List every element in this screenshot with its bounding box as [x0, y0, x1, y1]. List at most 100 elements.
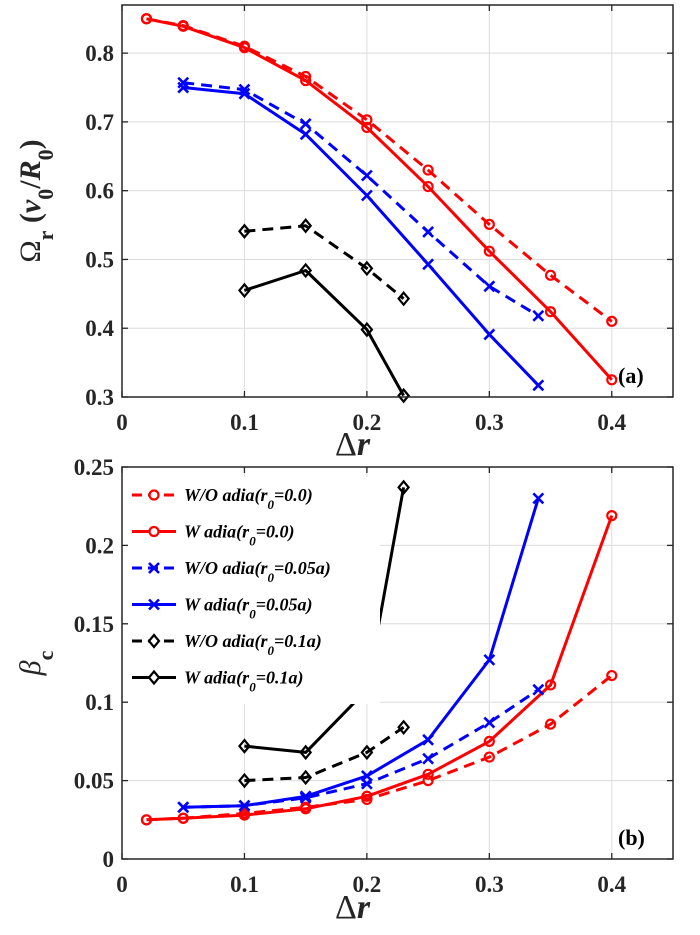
data-point [360, 769, 373, 782]
panel-label: (b) [618, 825, 645, 850]
series-5 [238, 262, 411, 404]
data-point [422, 752, 435, 765]
data-point [360, 189, 373, 202]
data-point [483, 751, 495, 763]
x-tick-label: 0.3 [475, 410, 504, 435]
data-point [544, 718, 557, 730]
data-point [544, 269, 557, 281]
legend-box [128, 477, 380, 704]
series-3 [177, 492, 545, 814]
data-point [606, 510, 618, 522]
legend-label: W/O adia(r0=0.05a) [184, 558, 331, 585]
legend-marker [148, 562, 160, 574]
data-point [422, 768, 434, 780]
y-axis-label: Ωr (v0/R0) [14, 139, 58, 262]
data-point [532, 492, 545, 505]
y-tick-label: 0.2 [85, 533, 114, 558]
x-tick-label: 0.2 [353, 872, 382, 897]
data-point [606, 315, 618, 327]
series-line [146, 515, 614, 822]
series-1 [140, 510, 618, 826]
data-point [483, 245, 495, 257]
data-point [422, 226, 435, 238]
legend-marker [147, 669, 161, 686]
data-point [177, 801, 190, 814]
data-point [422, 164, 434, 176]
data-point [397, 290, 411, 307]
data-point [606, 669, 618, 682]
data-point [299, 790, 312, 803]
axes-frame [121, 4, 674, 398]
legend-label: W adia(r0=0.05a) [184, 595, 312, 622]
data-point [177, 81, 190, 94]
y-tick-label: 0.5 [85, 247, 114, 272]
y-tick-label: 0.7 [85, 110, 114, 135]
x-tick-label: 0.4 [597, 410, 626, 435]
x-tick-label: 0.1 [230, 872, 259, 897]
plot-area [122, 5, 673, 397]
y-tick-label: 0.05 [74, 769, 114, 794]
x-tick-label: 0.2 [353, 410, 382, 435]
data-point [606, 374, 618, 386]
data-point [140, 814, 153, 826]
data-point [483, 653, 496, 666]
legend-label: W/O adia(r0=0.0) [184, 485, 313, 512]
series-4 [238, 719, 411, 789]
data-point [360, 321, 374, 338]
data-point [483, 328, 496, 341]
legend-entry: W adia(r0=0.0) [132, 522, 294, 548]
data-point [483, 280, 496, 293]
data-point [177, 76, 190, 89]
data-point [238, 42, 251, 54]
legend-marker [148, 598, 160, 611]
data-point [483, 716, 496, 729]
series-line [244, 224, 405, 300]
data-point [360, 260, 374, 277]
x-tick-label: 0.4 [597, 872, 626, 897]
data-point [177, 20, 189, 32]
series-line [146, 17, 613, 381]
legend-entry: W/O adia(r0=0.1a) [132, 631, 322, 658]
y-tick-label: 0.15 [74, 612, 114, 637]
legend-marker [148, 525, 160, 538]
data-point [483, 218, 495, 230]
x-tick-label: 0 [116, 872, 128, 897]
data-point [299, 218, 313, 234]
data-point [140, 13, 153, 25]
x-tick-label: 0 [116, 410, 128, 435]
panel-b-plot: 0 0.1 0.2 0.3 0.4 0 0.05 0.1 0.15 0.2 0.25 Δr βc (b) W… [14, 455, 674, 926]
data-point [532, 379, 545, 392]
data-point [397, 387, 411, 404]
data-point [360, 744, 374, 761]
x-tick-label: 0.3 [475, 872, 504, 897]
data-point [397, 479, 411, 496]
data-point [238, 223, 251, 239]
data-point [299, 128, 312, 141]
series-1 [140, 13, 618, 386]
y-tick-label: 0.3 [85, 385, 114, 410]
data-point [361, 790, 373, 802]
data-point [397, 719, 411, 736]
panel-a-plot: 0 0.1 0.2 0.3 0.4 0.3 0.4 0.5 0.6 0.7 0.8 Δr Ωr (v0/… [14, 4, 674, 463]
x-tick-label: 0.1 [230, 410, 259, 435]
axes-frame [121, 466, 674, 860]
legend-label: W/O adia(r0=0.1a) [184, 631, 322, 658]
data-point [422, 733, 435, 746]
y-tick-label: 0.6 [85, 179, 114, 204]
y-tick-label: 0.8 [85, 41, 114, 66]
data-point [360, 169, 373, 182]
data-point [238, 282, 251, 299]
data-point [532, 309, 545, 322]
data-point [299, 744, 313, 761]
data-point [532, 683, 545, 696]
data-point [544, 306, 557, 318]
legend-entry: W adia(r0=0.05a) [132, 595, 312, 622]
x-axis-label: Δr [335, 889, 371, 926]
data-point [361, 114, 373, 126]
legend: W/O adia(r0=0.0) W adia(r0=0.0) W/O adia(r… [128, 477, 380, 704]
y-axis-label: βc [14, 650, 58, 676]
data-point [422, 258, 435, 271]
data-point [361, 121, 373, 134]
data-point [238, 772, 251, 789]
series-4 [238, 218, 411, 307]
